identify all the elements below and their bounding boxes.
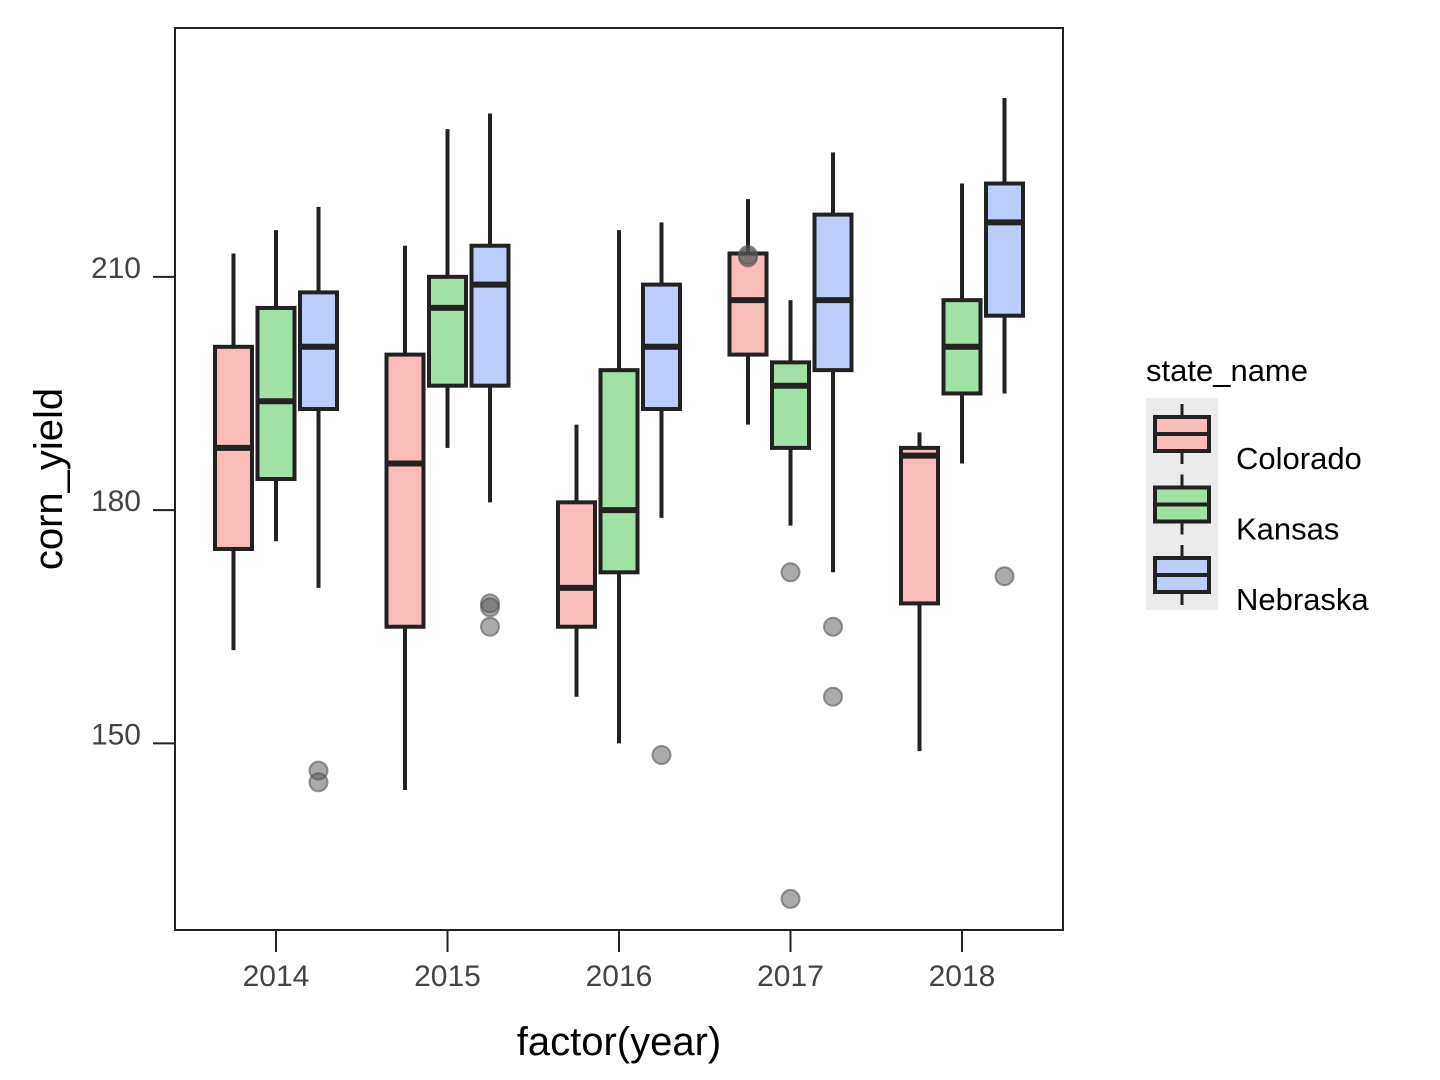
x-tick-label: 2016 <box>586 960 653 993</box>
x-tick-label: 2014 <box>243 960 310 993</box>
box-nebraska-2016 <box>641 222 682 766</box>
box-body <box>598 368 640 575</box>
box-kansas-2018 <box>941 183 983 464</box>
x-tick-label: 2018 <box>929 960 996 993</box>
legend-item-colorado: Colorado <box>1153 404 1362 476</box>
legend-item-kansas: Kansas <box>1153 474 1339 547</box>
box-nebraska-2018 <box>984 97 1025 587</box>
outlier-point <box>738 245 758 266</box>
box-body <box>984 181 1025 318</box>
x-axis: 2014 2015 2016 2017 2018 <box>243 930 996 993</box>
box-colorado-2015 <box>384 245 426 791</box>
outlier-point <box>994 566 1015 587</box>
box-colorado-2017 <box>727 199 769 425</box>
box-body <box>812 212 854 373</box>
legend-item-nebraska: Nebraska <box>1153 545 1369 617</box>
box-kansas-2014 <box>255 230 297 542</box>
outlier-point <box>780 888 801 909</box>
box-body <box>727 251 769 357</box>
x-tick-label: 2015 <box>414 960 481 993</box>
box-body <box>298 290 339 412</box>
box-body <box>899 445 940 606</box>
outlier-point <box>823 686 843 707</box>
legend-label: Colorado <box>1236 441 1362 476</box>
box-body <box>556 500 597 629</box>
outlier-point <box>823 616 843 637</box>
box-colorado-2018 <box>899 432 940 752</box>
y-tick-label: 210 <box>91 252 141 285</box>
legend-items: Colorado Kansas Nebraska <box>1153 404 1369 617</box>
box-nebraska-2014 <box>298 206 339 793</box>
x-tick-label: 2017 <box>757 960 824 993</box>
outlier-point <box>780 562 801 583</box>
x-axis-title: factor(year) <box>517 1020 722 1064</box>
box-kansas-2016 <box>598 230 640 744</box>
legend-label: Nebraska <box>1236 582 1369 617</box>
box-colorado-2014 <box>213 253 254 651</box>
outlier-point <box>480 616 500 637</box>
legend-title: state_name <box>1146 353 1308 388</box>
box-kansas-2015 <box>427 129 468 448</box>
y-tick-label: 150 <box>91 718 141 751</box>
y-axis-title: corn_yield <box>27 388 71 570</box>
outlier-point <box>480 593 500 614</box>
boxes-layer <box>213 97 1025 909</box>
y-tick-label: 180 <box>91 485 141 518</box>
y-axis: 150 180 210 <box>91 252 175 751</box>
box-body <box>255 305 297 481</box>
box-body <box>427 274 468 388</box>
box-nebraska-2017 <box>812 152 854 707</box>
box-body <box>770 360 811 450</box>
box-body <box>384 352 426 629</box>
outlier-point <box>651 745 672 766</box>
legend: state_name Colorado Kansas Nebraska <box>1146 353 1369 617</box>
box-kansas-2017 <box>770 300 811 909</box>
legend-label: Kansas <box>1236 512 1339 547</box>
outlier-point <box>308 772 329 793</box>
box-nebraska-2015 <box>469 113 511 637</box>
box-colorado-2016 <box>556 424 597 697</box>
box-body <box>469 243 511 388</box>
